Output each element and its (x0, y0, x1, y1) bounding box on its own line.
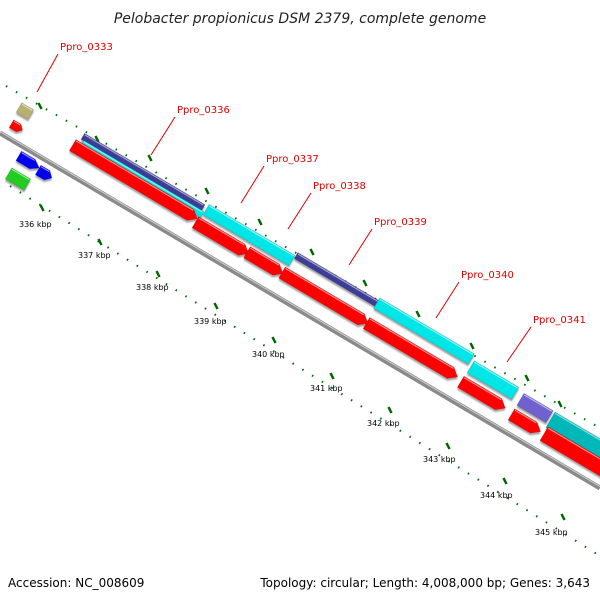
gene-label: Ppro_0333 (60, 42, 113, 53)
gene-features (4, 102, 600, 478)
gene-label: Ppro_0336 (177, 105, 230, 116)
gene-label: Ppro_0337 (266, 154, 319, 165)
gene-block (34, 164, 53, 181)
outer-major-tick (94, 135, 100, 143)
scale-major-tick (387, 406, 393, 414)
scale-label: 340 kbp (252, 350, 285, 359)
cds-block (278, 266, 369, 326)
scale-label: 338 kbp (136, 283, 169, 292)
scale-major-tick (329, 372, 335, 380)
cds-block (456, 375, 506, 411)
gene-block (202, 204, 296, 266)
gene-block (15, 150, 40, 170)
outer-major-tick (557, 400, 563, 408)
outer-major-tick (257, 218, 263, 226)
scale-major-tick (39, 204, 45, 212)
gene-block (15, 102, 35, 120)
gene-callouts: Ppro_0333 Ppro_0336 Ppro_0337 Ppro_0338 Ppro… (36, 42, 586, 363)
outer-major-tick (37, 102, 43, 110)
gene-block (373, 297, 475, 365)
gene-label: Ppro_0338 (313, 181, 366, 192)
outer-major-tick (415, 310, 421, 318)
genome-backbone (0, 130, 600, 491)
cds-block (191, 216, 250, 256)
cds-block (8, 119, 23, 133)
genome-backbone-highlight (0, 131, 600, 487)
scale-tick-track (9, 185, 600, 557)
scale-label: 342 kbp (367, 419, 400, 428)
cds-block (362, 317, 458, 379)
gene-label: Ppro_0340 (461, 270, 514, 281)
gene-label: Ppro_0341 (533, 315, 586, 326)
gene-block (516, 392, 554, 424)
major-ticks (37, 102, 566, 521)
scale-labels: 336 kbp 337 kbp 338 kbp 339 kbp 340 kbp 341 k… (19, 220, 568, 537)
scale-major-tick (97, 238, 103, 246)
callout-line (36, 53, 59, 93)
scale-label: 337 kbp (78, 251, 111, 260)
scale-label: 343 kbp (423, 455, 456, 464)
scale-major-tick (271, 336, 277, 344)
outer-major-tick (147, 154, 153, 162)
map-title: Pelobacter propionicus DSM 2379, complet… (114, 11, 486, 27)
callout-line (348, 228, 373, 266)
gene-block (466, 360, 520, 400)
cds-block (68, 139, 198, 221)
cds-block (243, 246, 284, 276)
scale-major-tick (155, 270, 161, 278)
gene-label: Ppro_0339 (374, 217, 427, 228)
accession-label: Accession: NC_008609 (8, 576, 144, 590)
cds-block (507, 408, 541, 434)
outer-major-tick (309, 248, 315, 256)
scale-label: 339 kbp (194, 317, 227, 326)
scale-label: 336 kbp (19, 220, 52, 229)
scale-label: 341 kbp (310, 384, 343, 393)
scale-label: 344 kbp (480, 491, 513, 500)
outer-major-tick (469, 342, 475, 350)
callout-line (240, 165, 265, 204)
scale-major-tick (560, 513, 566, 521)
callout-line (287, 192, 312, 230)
callout-line (506, 326, 532, 363)
scale-label: 345 kbp (535, 528, 568, 537)
outer-major-tick (362, 279, 368, 287)
gene-block (4, 167, 32, 191)
callout-line (435, 281, 460, 319)
scale-major-tick (445, 442, 451, 450)
cds-block (539, 426, 600, 478)
genome-summary: Topology: circular; Length: 4,008,000 bp… (259, 576, 590, 590)
gene-block (80, 133, 206, 211)
scale-major-tick (502, 477, 508, 485)
outer-major-tick (204, 187, 210, 195)
callout-line (150, 116, 176, 156)
scale-major-tick (213, 302, 219, 310)
outer-major-tick (524, 374, 530, 382)
